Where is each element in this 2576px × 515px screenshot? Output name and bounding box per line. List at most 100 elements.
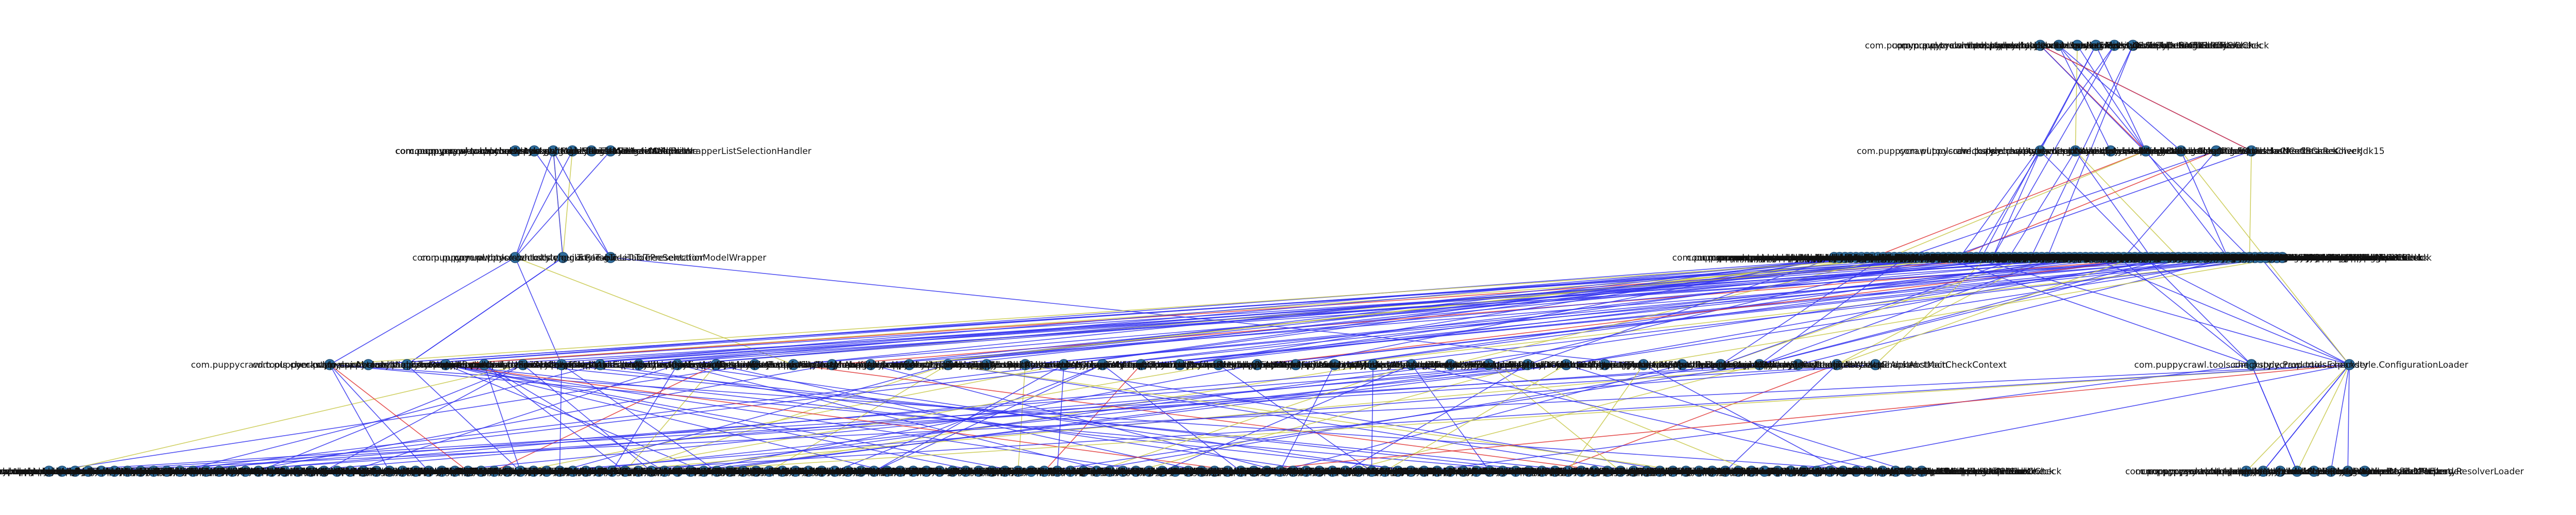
class-node[interactable]: [1290, 359, 1301, 370]
class-node[interactable]: [605, 145, 616, 157]
class-node[interactable]: [1143, 466, 1155, 477]
class-node[interactable]: [764, 466, 775, 477]
class-node[interactable]: [595, 359, 606, 370]
class-node[interactable]: [1745, 466, 1757, 477]
class-node[interactable]: [1484, 466, 1495, 477]
class-node[interactable]: [921, 466, 932, 477]
class-node[interactable]: [1680, 466, 1692, 477]
class-node[interactable]: [2175, 145, 2187, 157]
class-node[interactable]: [43, 466, 55, 477]
class-node[interactable]: [2274, 466, 2286, 477]
class-node[interactable]: [1851, 466, 1862, 477]
class-node[interactable]: [510, 145, 521, 157]
class-node[interactable]: [1274, 466, 1286, 477]
class-node[interactable]: [200, 466, 212, 477]
class-node[interactable]: [1831, 359, 1842, 370]
class-node[interactable]: [942, 359, 954, 370]
class-node[interactable]: [2277, 252, 2288, 263]
class-node[interactable]: [842, 466, 854, 477]
class-node[interactable]: [479, 359, 490, 370]
class-node[interactable]: [1196, 466, 1207, 477]
class-node[interactable]: [1870, 359, 1881, 370]
class-node[interactable]: [2325, 466, 2337, 477]
class-node[interactable]: [1366, 466, 1378, 477]
class-node[interactable]: [1091, 466, 1103, 477]
class-node[interactable]: [440, 359, 451, 370]
class-node[interactable]: [2344, 359, 2355, 370]
class-node[interactable]: [1329, 359, 1340, 370]
class-node[interactable]: [2072, 40, 2083, 51]
class-node[interactable]: [1562, 466, 1574, 477]
class-node[interactable]: [358, 466, 369, 477]
class-node[interactable]: [1510, 466, 1521, 477]
class-node[interactable]: [1759, 466, 1770, 477]
class-node[interactable]: [1628, 466, 1639, 477]
class-node[interactable]: [790, 466, 801, 477]
class-node[interactable]: [1641, 466, 1652, 477]
class-node[interactable]: [907, 466, 919, 477]
class-node[interactable]: [724, 466, 736, 477]
class-node[interactable]: [548, 145, 559, 157]
class-node[interactable]: [865, 359, 876, 370]
class-node[interactable]: [515, 466, 526, 477]
class-node[interactable]: [1824, 466, 1836, 477]
class-node[interactable]: [1406, 359, 1417, 370]
class-node[interactable]: [882, 466, 893, 477]
class-node[interactable]: [436, 466, 448, 477]
class-node[interactable]: [1772, 466, 1784, 477]
class-node[interactable]: [1445, 466, 1456, 477]
class-node[interactable]: [410, 466, 421, 477]
class-node[interactable]: [1676, 359, 1688, 370]
class-node[interactable]: [1078, 466, 1089, 477]
class-node[interactable]: [960, 466, 972, 477]
class-node[interactable]: [1235, 466, 1246, 477]
class-node[interactable]: [1719, 466, 1731, 477]
class-node[interactable]: [1058, 359, 1070, 370]
class-node[interactable]: [1261, 466, 1273, 477]
class-node[interactable]: [1287, 466, 1299, 477]
class-node[interactable]: [109, 466, 120, 477]
class-node[interactable]: [1523, 466, 1535, 477]
class-node[interactable]: [1754, 359, 1765, 370]
class-node[interactable]: [2342, 466, 2353, 477]
class-node[interactable]: [1693, 466, 1705, 477]
class-node[interactable]: [122, 466, 133, 477]
class-node[interactable]: [423, 466, 434, 477]
class-node[interactable]: [1097, 359, 1108, 370]
class-node[interactable]: [1367, 359, 1379, 370]
class-node[interactable]: [449, 466, 461, 477]
class-node[interactable]: [331, 466, 343, 477]
class-node[interactable]: [1052, 466, 1063, 477]
class-node[interactable]: [363, 359, 374, 370]
class-node[interactable]: [292, 466, 303, 477]
class-node[interactable]: [554, 466, 566, 477]
class-node[interactable]: [240, 466, 251, 477]
class-node[interactable]: [737, 466, 749, 477]
class-node[interactable]: [541, 466, 552, 477]
class-node[interactable]: [1213, 359, 1224, 370]
class-node[interactable]: [517, 359, 529, 370]
class-node[interactable]: [1715, 359, 1726, 370]
class-node[interactable]: [488, 466, 500, 477]
class-node[interactable]: [1431, 466, 1443, 477]
class-node[interactable]: [986, 466, 997, 477]
class-node[interactable]: [803, 466, 815, 477]
class-node[interactable]: [1300, 466, 1312, 477]
class-node[interactable]: [1615, 466, 1626, 477]
class-node[interactable]: [1522, 359, 1533, 370]
class-node[interactable]: [1561, 359, 1572, 370]
class-node[interactable]: [776, 466, 788, 477]
class-node[interactable]: [1392, 466, 1403, 477]
class-node[interactable]: [2359, 466, 2370, 477]
class-node[interactable]: [2246, 145, 2257, 157]
class-node[interactable]: [2035, 145, 2046, 157]
class-node[interactable]: [1020, 359, 1031, 370]
class-node[interactable]: [1327, 466, 1338, 477]
class-node[interactable]: [1785, 466, 1797, 477]
class-node[interactable]: [999, 466, 1011, 477]
class-node[interactable]: [56, 466, 68, 477]
class-node[interactable]: [1117, 466, 1129, 477]
class-node[interactable]: [567, 145, 578, 157]
class-node[interactable]: [672, 359, 683, 370]
class-node[interactable]: [1104, 466, 1115, 477]
